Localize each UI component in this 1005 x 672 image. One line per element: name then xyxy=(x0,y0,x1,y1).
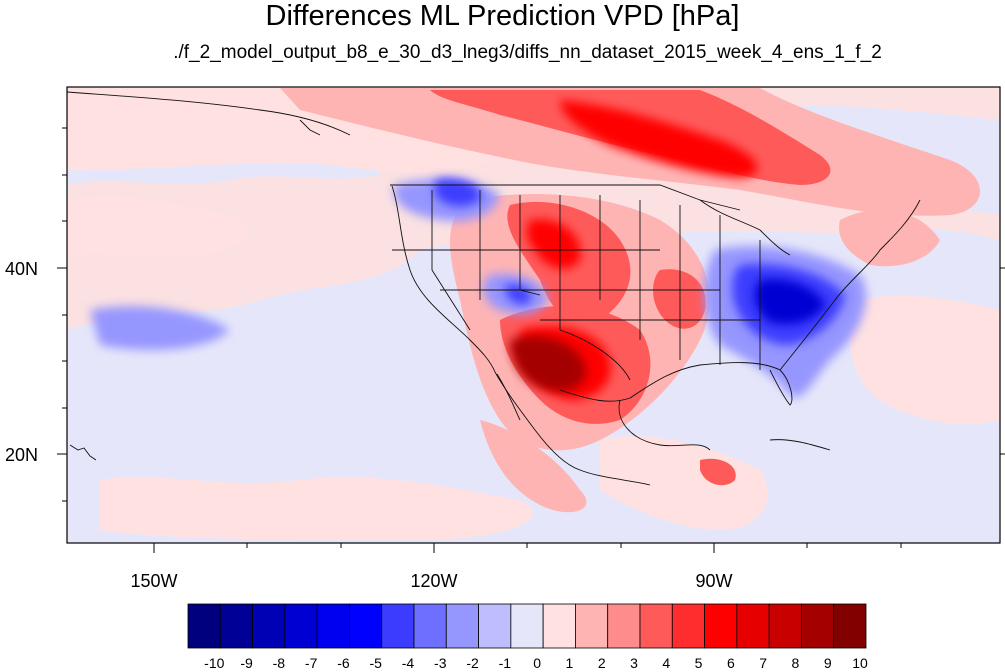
colorbar-swatch xyxy=(510,603,544,649)
lon-label-150w: 150W xyxy=(130,571,177,591)
lat-label-20n: 20N xyxy=(5,445,38,465)
colorbar-label: -2 xyxy=(466,655,479,671)
colorbar-label: 9 xyxy=(824,655,832,671)
colorbar-swatch xyxy=(284,603,318,649)
colorbar-swatch xyxy=(187,603,221,649)
colorbar-swatch xyxy=(768,603,802,649)
colorbar-swatch xyxy=(445,603,479,649)
colorbar-label: -9 xyxy=(240,655,253,671)
lon-label-90w: 90W xyxy=(695,571,732,591)
colorbar-swatch xyxy=(381,603,415,649)
colorbar-swatch xyxy=(413,603,447,649)
colorbar-label: 4 xyxy=(662,655,670,671)
colorbar-swatch xyxy=(252,603,286,649)
colorbar-label: 6 xyxy=(727,655,735,671)
colorbar-label: -3 xyxy=(434,655,447,671)
colorbar-label: -6 xyxy=(337,655,350,671)
colorbar-swatch xyxy=(736,603,770,649)
colorbar-label: 7 xyxy=(759,655,767,671)
axis-ticks xyxy=(57,127,1005,553)
colorbar-label: 5 xyxy=(695,655,703,671)
colorbar-label: 3 xyxy=(630,655,638,671)
colorbar-swatch xyxy=(478,603,512,649)
colorbar-swatch xyxy=(704,603,738,649)
map-subtitle: ./f_2_model_output_b8_e_30_d3_lneg3/diff… xyxy=(173,42,882,63)
vpd-difference-field xyxy=(67,88,1000,543)
colorbar-label: -1 xyxy=(499,655,512,671)
colorbar-swatch xyxy=(671,603,705,649)
colorbar-label: -7 xyxy=(305,655,318,671)
lat-label-40n: 40N xyxy=(5,259,38,279)
coastlines-and-borders xyxy=(67,91,921,486)
lon-label-120w: 120W xyxy=(410,571,457,591)
map-title: Differences ML Prediction VPD [hPa] xyxy=(265,0,740,32)
colorbar-swatch xyxy=(607,603,641,649)
colorbar-swatch xyxy=(801,603,835,649)
colorbar-label: 2 xyxy=(598,655,606,671)
colorbar-label: 1 xyxy=(566,655,574,671)
colorbar-swatch xyxy=(639,603,673,649)
colorbar-swatch xyxy=(316,603,350,649)
colorbar-label: -8 xyxy=(273,655,286,671)
colorbar-swatch xyxy=(219,603,253,649)
colorbar-label: -4 xyxy=(402,655,415,671)
colorbar-label: 10 xyxy=(852,655,868,671)
colorbar-swatch xyxy=(542,603,576,649)
colorbar-swatch xyxy=(833,603,867,649)
colorbar-swatch xyxy=(349,603,383,649)
colorbar-label: 0 xyxy=(533,655,541,671)
colorbar-label: -10 xyxy=(204,655,224,671)
colorbar: -10 -9 -8 -7 -6 -5 -4 -3 -2 -1 0 1 2 3 4 5 6 7 8 9 10 xyxy=(187,603,868,671)
colorbar-label: 8 xyxy=(792,655,800,671)
colorbar-label: -5 xyxy=(369,655,382,671)
colorbar-swatch xyxy=(575,603,609,649)
